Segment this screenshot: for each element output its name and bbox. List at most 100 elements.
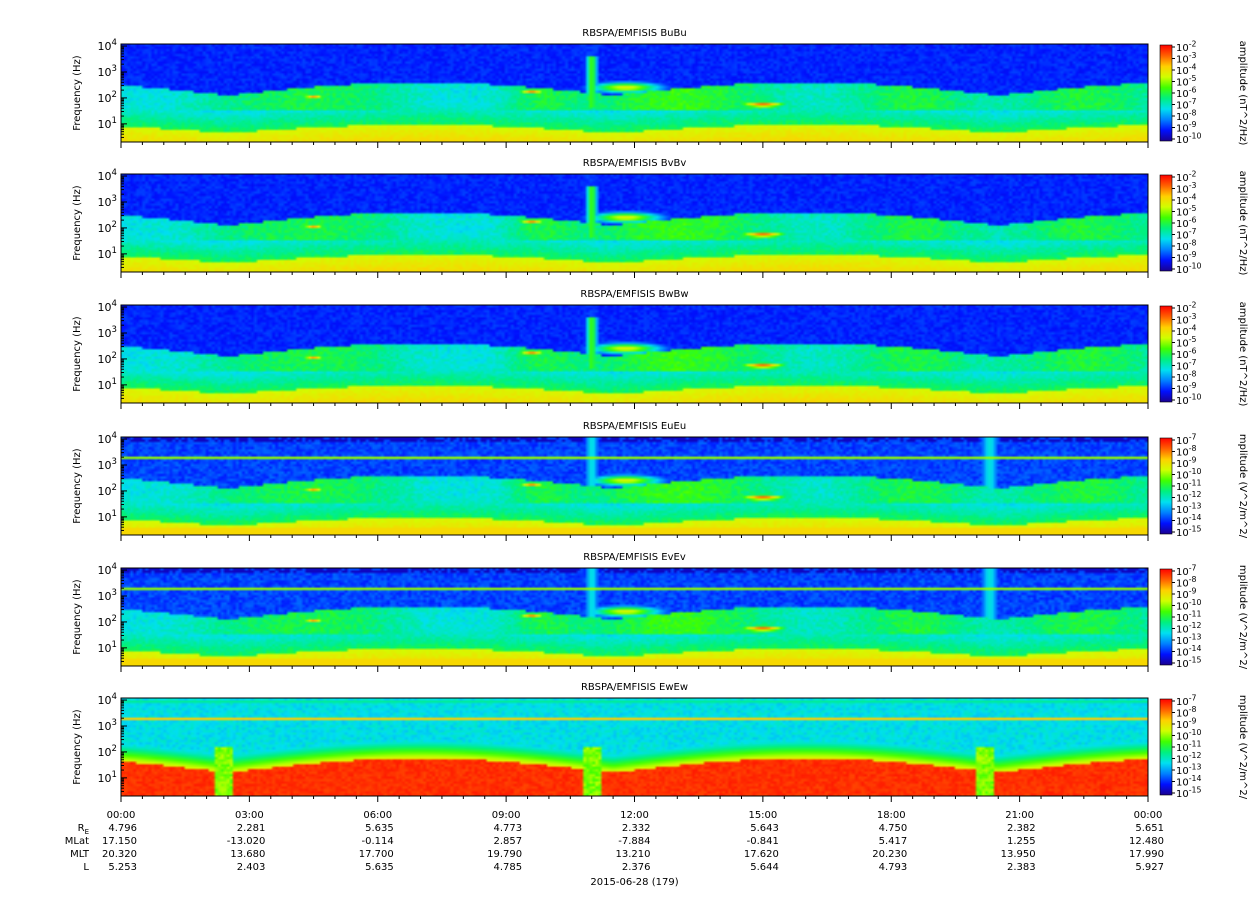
y-tick-label: 102 bbox=[98, 483, 117, 498]
colorbar-tick-label: 10-11 bbox=[1176, 610, 1202, 625]
colorbar-tick-label: 10-8 bbox=[1176, 109, 1197, 124]
colorbar-tick-label: 10-5 bbox=[1176, 74, 1197, 89]
spectrogram-image bbox=[121, 44, 1148, 142]
colorbar-tick-label: 10-9 bbox=[1176, 250, 1197, 265]
colorbar-tick-label: 10-7 bbox=[1176, 433, 1197, 448]
x-tick-label: 15:00 bbox=[748, 810, 777, 821]
orbit-row-value: 19.790 bbox=[487, 849, 522, 860]
spectrogram-image bbox=[121, 437, 1148, 535]
colorbar-label: amplitude (nT^2/Hz) bbox=[1237, 171, 1248, 276]
colorbar-tick-label: 10-3 bbox=[1176, 51, 1197, 66]
colorbar-tick-label: 10-8 bbox=[1176, 239, 1197, 254]
orbit-row-value: 1.255 bbox=[1007, 836, 1036, 847]
y-tick-label: 102 bbox=[98, 90, 117, 105]
colorbar-tick-label: 10-13 bbox=[1176, 633, 1202, 648]
colorbar bbox=[1159, 305, 1173, 403]
orbit-row-value: 17.990 bbox=[1129, 849, 1164, 860]
orbit-row-value: 5.253 bbox=[108, 862, 137, 873]
colorbar-label: mplitude (V^2/m^2/ bbox=[1237, 565, 1248, 670]
colorbar-tick-label: 10-10 bbox=[1176, 132, 1202, 147]
y-axis-label: Frequency (Hz) bbox=[72, 579, 83, 655]
colorbar-tick-label: 10-12 bbox=[1176, 751, 1202, 766]
panel-title: RBSPA/EMFISIS EvEv bbox=[583, 552, 686, 563]
colorbar-tick-label: 10-5 bbox=[1176, 335, 1197, 350]
orbit-row-value: 2.376 bbox=[622, 862, 651, 873]
x-tick-label: 18:00 bbox=[877, 810, 906, 821]
orbit-row-label: L bbox=[83, 862, 89, 873]
date-label: 2015-06-28 (179) bbox=[590, 877, 678, 888]
spectrogram-panel: RBSPA/EMFISIS EvEv 101 102 103 104 Frequency … bbox=[72, 552, 1248, 672]
colorbar-tick-label: 10-15 bbox=[1176, 525, 1202, 540]
orbit-row-value: 2.383 bbox=[1007, 862, 1036, 873]
orbit-row-value: 4.785 bbox=[493, 862, 522, 873]
colorbar-tick-label: 10-6 bbox=[1176, 86, 1197, 101]
y-tick-label: 104 bbox=[98, 299, 117, 314]
orbit-row-value: -13.020 bbox=[227, 836, 266, 847]
orbit-row-value: 13.680 bbox=[230, 849, 265, 860]
colorbar-tick-label: 10-8 bbox=[1176, 705, 1197, 720]
colorbar-label: amplitude (nT^2/Hz) bbox=[1237, 41, 1248, 146]
y-tick-label: 104 bbox=[98, 562, 117, 577]
y-axis-label: Frequency (Hz) bbox=[72, 448, 83, 524]
spectrogram-panel: RBSPA/EMFISIS EuEu 101 102 103 104 Frequency … bbox=[72, 421, 1248, 541]
y-tick-label: 103 bbox=[98, 718, 117, 733]
colorbar bbox=[1159, 174, 1173, 272]
colorbar-tick-label: 10-9 bbox=[1176, 587, 1197, 602]
colorbar-tick-label: 10-8 bbox=[1176, 444, 1197, 459]
y-tick-label: 102 bbox=[98, 351, 117, 366]
colorbar-tick-label: 10-2 bbox=[1176, 170, 1197, 185]
colorbar-tick-label: 10-12 bbox=[1176, 490, 1202, 505]
y-tick-label: 101 bbox=[98, 116, 117, 131]
colorbar-tick-label: 10-4 bbox=[1176, 63, 1197, 78]
colorbar-tick-label: 10-13 bbox=[1176, 502, 1202, 517]
y-tick-label: 104 bbox=[98, 38, 117, 53]
orbit-row-label: MLT bbox=[70, 849, 90, 860]
orbit-row-label: RE bbox=[78, 823, 89, 836]
y-axis-label: Frequency (Hz) bbox=[72, 185, 83, 261]
colorbar-tick-label: 10-9 bbox=[1176, 120, 1197, 135]
orbit-row-value: -7.884 bbox=[618, 836, 650, 847]
colorbar bbox=[1159, 437, 1173, 535]
orbit-row-value: 5.643 bbox=[750, 823, 779, 834]
x-tick-label: 09:00 bbox=[492, 810, 521, 821]
orbit-row-value: 5.417 bbox=[879, 836, 908, 847]
colorbar-tick-label: 10-8 bbox=[1176, 370, 1197, 385]
orbit-row-value: 5.635 bbox=[365, 823, 394, 834]
panel-title: RBSPA/EMFISIS BuBu bbox=[582, 28, 686, 39]
orbit-row-value: 13.950 bbox=[1001, 849, 1036, 860]
colorbar-tick-label: 10-5 bbox=[1176, 204, 1197, 219]
orbit-row-value: 2.403 bbox=[237, 862, 266, 873]
panel-title: RBSPA/EMFISIS BvBv bbox=[583, 158, 687, 169]
spectrogram-panel: RBSPA/EMFISIS EwEw 101 102 103 104 Frequency … bbox=[72, 682, 1248, 802]
colorbar-tick-label: 10-14 bbox=[1176, 774, 1202, 789]
y-tick-label: 102 bbox=[98, 744, 117, 759]
y-axis-label: Frequency (Hz) bbox=[72, 709, 83, 785]
orbit-row-value: 12.480 bbox=[1129, 836, 1164, 847]
y-tick-label: 103 bbox=[98, 588, 117, 603]
y-tick-label: 102 bbox=[98, 614, 117, 629]
orbit-row-value: 17.620 bbox=[744, 849, 779, 860]
colorbar-tick-label: 10-13 bbox=[1176, 763, 1202, 778]
colorbar-tick-label: 10-9 bbox=[1176, 717, 1197, 732]
colorbar-tick-label: 10-9 bbox=[1176, 456, 1197, 471]
y-tick-label: 104 bbox=[98, 692, 117, 707]
colorbar-tick-label: 10-8 bbox=[1176, 575, 1197, 590]
orbit-row-value: 2.382 bbox=[1007, 823, 1036, 834]
colorbar-tick-label: 10-7 bbox=[1176, 694, 1197, 709]
x-tick-label: 12:00 bbox=[620, 810, 649, 821]
colorbar-tick-label: 10-2 bbox=[1176, 40, 1197, 55]
colorbar bbox=[1159, 568, 1173, 666]
colorbar-tick-label: 10-11 bbox=[1176, 740, 1202, 755]
x-tick-label: 00:00 bbox=[1134, 810, 1163, 821]
orbit-row-value: 2.857 bbox=[493, 836, 522, 847]
time-axis-labels: 00:00 03:00 06:00 09:00 12:00 15:00 18:00 21:00… bbox=[65, 810, 1164, 888]
orbit-row-value: -0.114 bbox=[362, 836, 394, 847]
orbit-row-value: 4.773 bbox=[493, 823, 522, 834]
colorbar-tick-label: 10-9 bbox=[1176, 381, 1197, 396]
spectrogram-image bbox=[121, 698, 1148, 796]
colorbar-tick-label: 10-4 bbox=[1176, 193, 1197, 208]
colorbar-tick-label: 10-11 bbox=[1176, 479, 1202, 494]
colorbar-tick-label: 10-14 bbox=[1176, 513, 1202, 528]
x-tick-label: 03:00 bbox=[235, 810, 264, 821]
colorbar-tick-label: 10-7 bbox=[1176, 358, 1197, 373]
